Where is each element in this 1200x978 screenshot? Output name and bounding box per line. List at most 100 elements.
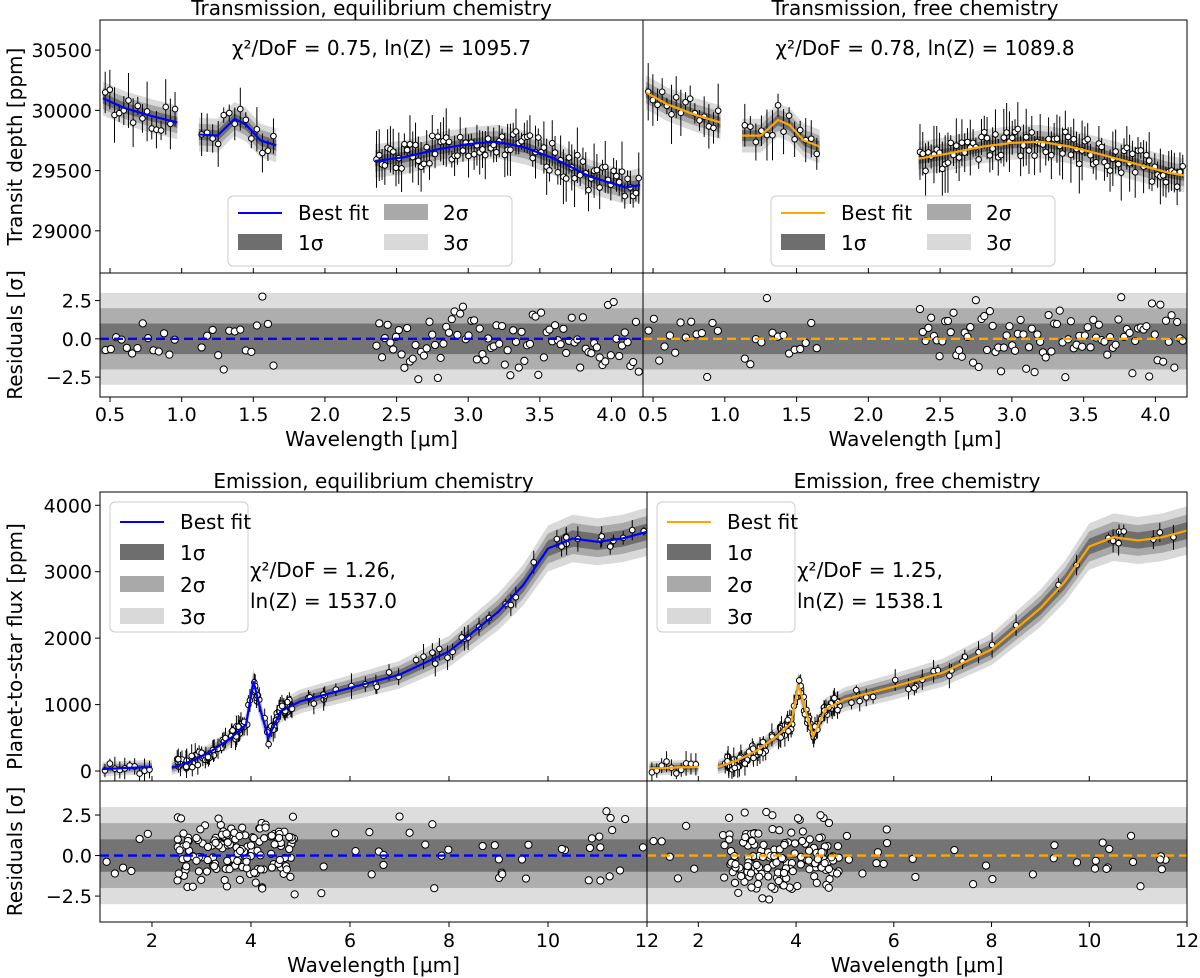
data-point: [214, 140, 222, 148]
data-point: [530, 558, 538, 566]
residual-point: [746, 360, 755, 369]
residual-point: [372, 341, 381, 350]
residual-point: [285, 832, 294, 842]
y-tick-label: 1000: [44, 695, 92, 717]
data-point: [1025, 147, 1033, 154]
residual-point: [676, 318, 685, 327]
residual-point: [720, 841, 729, 850]
legend: Best fit 1σ 2σ 3σ: [109, 501, 251, 633]
legend-sigma1-label: 1σ: [727, 541, 753, 565]
data-point: [484, 135, 492, 142]
residual-point: [772, 858, 781, 867]
residual-point: [220, 875, 229, 885]
data-point: [284, 698, 291, 706]
residual-point: [924, 323, 933, 332]
data-point: [1179, 163, 1187, 170]
best-fit-line: [717, 529, 1187, 769]
legend-sigma3-label: 3σ: [180, 605, 206, 629]
residual-point: [208, 325, 217, 335]
data-point: [731, 764, 739, 772]
data-point: [501, 151, 509, 159]
residual-point: [968, 358, 978, 367]
residual-point: [743, 862, 752, 871]
residual-point: [403, 323, 412, 333]
residual-point: [536, 308, 546, 317]
data-point: [1106, 167, 1114, 174]
residual-point: [587, 834, 597, 843]
residual-point: [1128, 857, 1138, 867]
residual-point: [587, 349, 596, 358]
residual-point: [824, 818, 834, 828]
residual-point: [1041, 353, 1050, 362]
residual-point: [655, 356, 664, 365]
residual-point: [1022, 364, 1031, 373]
residual-point: [175, 846, 184, 855]
residual-point: [1090, 864, 1100, 873]
residual-point: [1126, 831, 1136, 841]
residual-point: [1044, 310, 1053, 320]
residual-point: [713, 326, 722, 335]
residual-point: [787, 828, 796, 837]
residual-point: [765, 895, 774, 904]
data-point: [658, 88, 666, 96]
residual-point: [1089, 315, 1098, 324]
residual-point: [762, 294, 772, 303]
data-point: [628, 526, 636, 534]
residual-point: [1167, 311, 1176, 320]
data-point: [1031, 152, 1038, 159]
sigma1-band: [375, 136, 641, 193]
residual-y-axis-label: Residuals [σ]: [3, 787, 27, 917]
residual-point: [408, 354, 417, 363]
y-tick-label: 0: [80, 761, 92, 783]
y-tick-label: 29000: [32, 221, 92, 243]
residual-point: [246, 841, 256, 850]
residual-point: [779, 868, 789, 878]
data-point: [231, 120, 239, 128]
x-tick-label: 1.5: [238, 404, 268, 426]
data-point: [784, 716, 792, 724]
legend-sigma1-swatch: [667, 544, 711, 560]
x-tick-label: 2.0: [853, 404, 883, 426]
residual-point: [615, 866, 625, 875]
best-fit-line: [649, 765, 699, 770]
legend: Best fit 1σ 2σ 3σ: [227, 195, 513, 267]
data-point: [1123, 144, 1131, 152]
residual-point: [173, 876, 182, 885]
residual-point: [768, 811, 777, 820]
residual-point: [247, 347, 256, 357]
residual-point: [969, 880, 978, 889]
data-point: [571, 175, 578, 182]
residual-point: [414, 375, 423, 384]
residual-point: [605, 872, 614, 881]
data-point: [574, 151, 581, 159]
legend-best-fit-label: Best fit: [727, 510, 798, 534]
residual-point: [222, 829, 231, 838]
data-point: [1137, 147, 1145, 154]
data-point: [157, 127, 165, 134]
residual-point: [608, 826, 617, 835]
data-point: [922, 167, 929, 175]
residual-point: [665, 331, 674, 340]
residual-point: [754, 829, 763, 838]
residual-point: [249, 833, 258, 843]
data-point: [1070, 135, 1078, 143]
data-point: [412, 656, 420, 664]
residual-point: [631, 317, 641, 326]
data-point: [106, 760, 114, 767]
data-point: [958, 139, 966, 146]
data-point: [1148, 178, 1156, 185]
data-point: [403, 146, 411, 154]
residual-point: [1117, 293, 1126, 302]
residual-point: [578, 313, 588, 322]
data-point: [752, 138, 760, 146]
legend-sigma2-label: 2σ: [727, 573, 753, 597]
data-point: [992, 131, 999, 138]
data-point: [526, 132, 534, 139]
legend-sigma2-label: 2σ: [443, 201, 469, 225]
x-tick-label: 1.0: [167, 404, 197, 426]
residual-point: [690, 864, 699, 873]
residual-point: [1105, 844, 1114, 854]
data-point: [420, 160, 428, 168]
residual-point: [550, 321, 560, 330]
data-point: [420, 653, 427, 660]
